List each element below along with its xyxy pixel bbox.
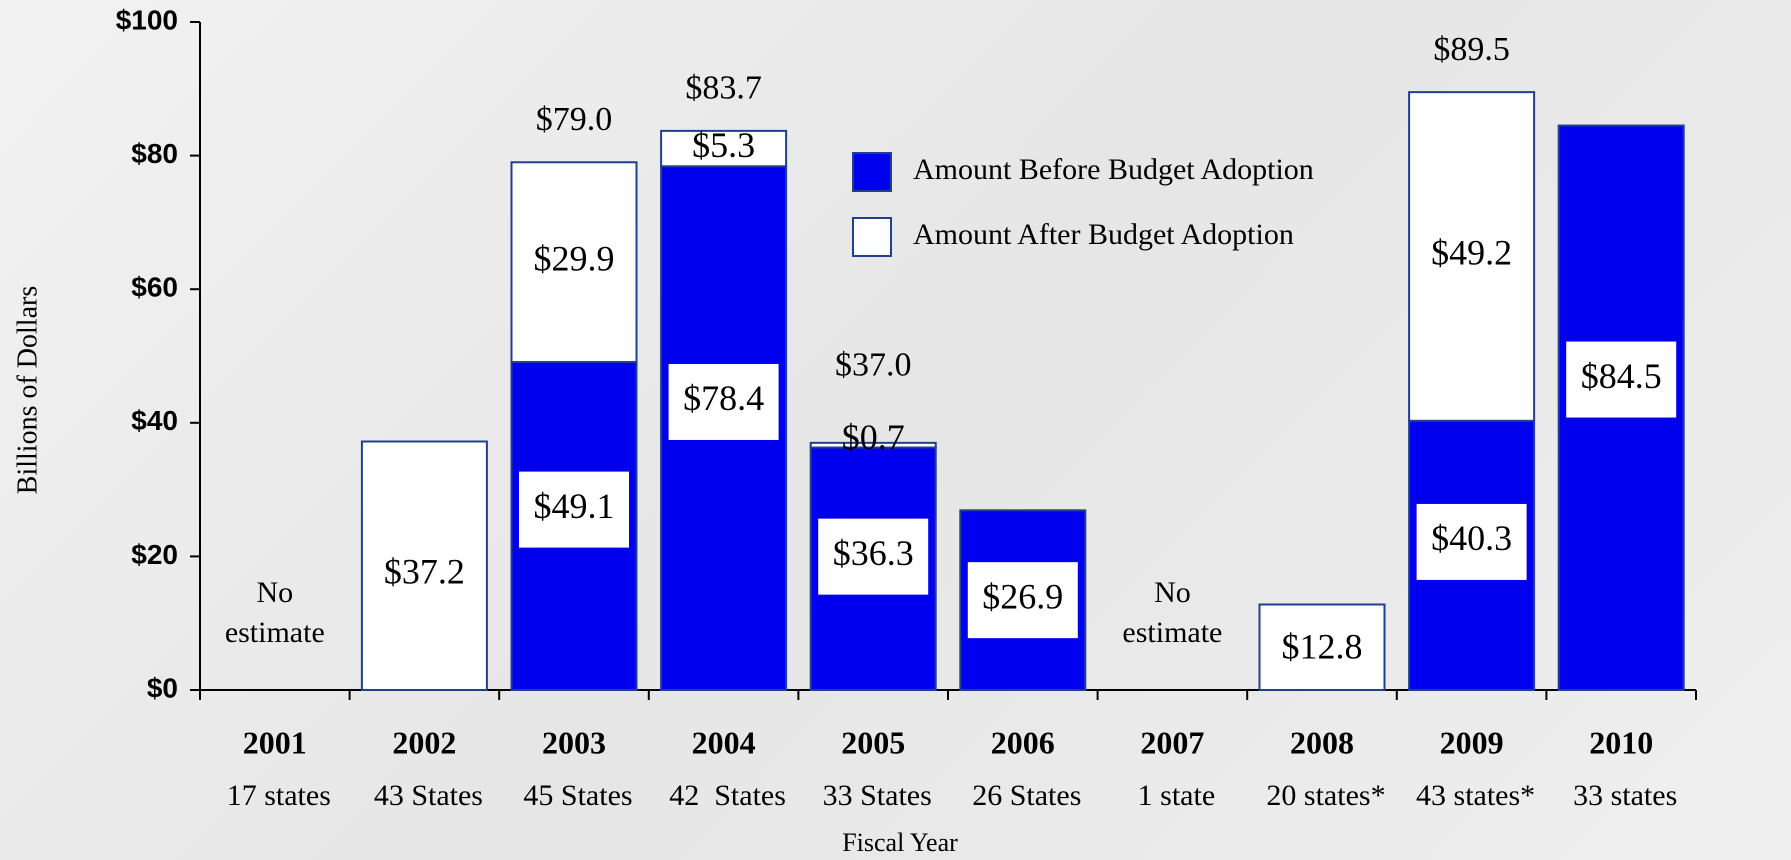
bar-segment: [360, 440, 488, 691]
bar-segment: [1408, 91, 1536, 422]
x-sublabel: 17 states: [227, 779, 331, 812]
x-sublabel: 33 States: [823, 779, 932, 812]
total-label: $83.7: [685, 70, 762, 107]
x-tick-label: 2004: [692, 724, 756, 760]
bar-segment: [1258, 603, 1386, 691]
x-sublabel: 1 state: [1138, 779, 1215, 812]
total-label: $37.0: [835, 347, 912, 384]
x-tick-label: 2010: [1589, 724, 1653, 760]
y-axis-title: Billions of Dollars: [12, 286, 43, 494]
total-label: $79.0: [536, 101, 613, 138]
x-tick-label: 2002: [392, 724, 456, 760]
y-tick-label: $60: [131, 272, 178, 303]
total-label: $89.5: [1433, 31, 1510, 68]
x-axis-title: Fiscal Year: [842, 828, 958, 857]
value-label: $29.9: [534, 238, 615, 278]
y-tick-label: $0: [147, 672, 178, 703]
value-label: $36.3: [833, 533, 914, 573]
value-label: $5.3: [692, 125, 755, 165]
x-tick-label: 2003: [542, 724, 606, 760]
value-label: $78.4: [683, 378, 764, 418]
x-tick-label: 2009: [1440, 724, 1504, 760]
note: No estimate: [1122, 576, 1222, 649]
x-sublabel: 26 States: [972, 779, 1081, 812]
x-sublabel: 45 States: [523, 779, 632, 812]
value-label: $26.9: [982, 576, 1063, 616]
value-label: $49.2: [1431, 233, 1512, 273]
value-label-box: [1416, 503, 1527, 580]
legend-swatch: [852, 217, 892, 257]
y-tick-label: $80: [131, 138, 178, 169]
bar-segment: [510, 161, 638, 364]
value-label-box: [668, 363, 779, 440]
value-label-box: [519, 471, 629, 548]
value-label-box: [1566, 341, 1677, 418]
x-tick-label: 2006: [991, 724, 1055, 760]
value-label-box: [967, 562, 1078, 639]
legend-swatch: [852, 152, 892, 192]
value-label: $84.5: [1581, 356, 1662, 396]
value-label-box: [818, 518, 929, 595]
value-label: $0.7: [842, 417, 905, 457]
x-sublabel: 42 States: [669, 779, 786, 812]
x-sublabel: 20 states*: [1266, 779, 1385, 812]
bar-segment: [660, 129, 788, 168]
x-tick-label: 2007: [1140, 724, 1204, 760]
y-tick-label: $100: [116, 4, 178, 35]
x-tick-label: 2001: [243, 724, 307, 760]
y-tick-label: $20: [131, 539, 178, 570]
bar-segment: [809, 441, 937, 449]
legend-label: Amount Before Budget Adoption: [913, 153, 1314, 186]
x-sublabel: 43 states*: [1416, 779, 1535, 812]
x-tick-label: 2008: [1290, 724, 1354, 760]
x-sublabel: 33 states: [1573, 779, 1677, 812]
value-label: $37.2: [384, 551, 465, 591]
y-tick-label: $40: [131, 405, 178, 436]
value-label: $40.3: [1431, 518, 1512, 558]
x-sublabel: 43 States: [374, 779, 483, 812]
note: No estimate: [225, 576, 325, 649]
value-label: $49.1: [534, 486, 615, 526]
value-label: $12.8: [1282, 626, 1363, 666]
x-tick-label: 2005: [841, 724, 905, 760]
legend-label: Amount After Budget Adoption: [913, 218, 1294, 251]
